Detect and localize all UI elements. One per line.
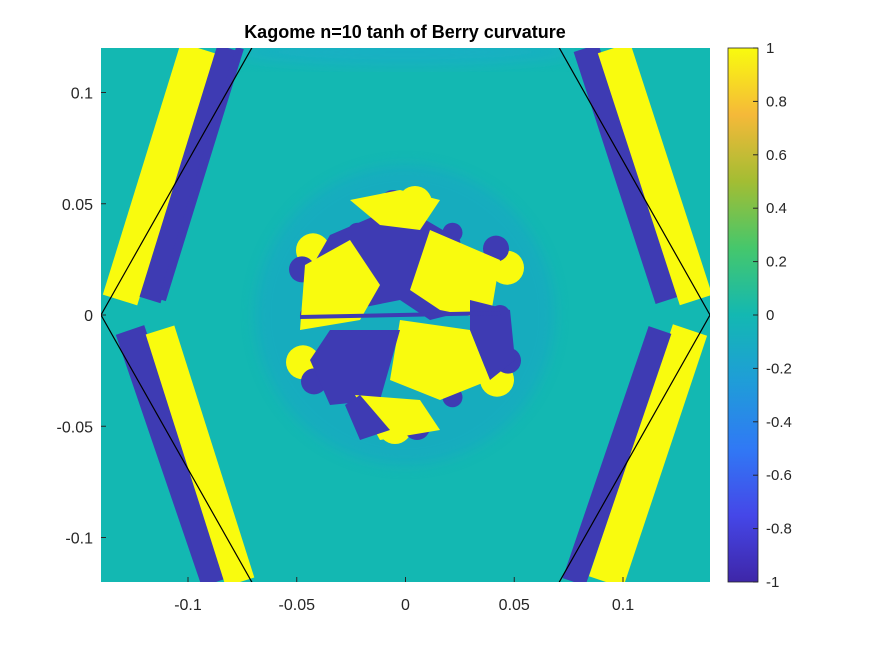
right-lower-bands (562, 324, 708, 582)
colorbar-tick-label: -0.6 (766, 467, 792, 484)
y-tick-label: 0 (84, 308, 93, 325)
colorbar-tick-label: 0 (766, 307, 774, 324)
x-tick-label: 0.1 (612, 597, 634, 614)
x-axis-ticks: -0.1 -0.05 0 0.05 0.1 (174, 577, 634, 614)
colorbar-tick-label: 0.8 (766, 93, 787, 110)
colorbar-ticks: 1 0.8 0.6 0.4 0.2 0 -0.2 -0.4 -0.6 -0.8 -1 (753, 40, 792, 591)
colorbar-tick-label: 0.6 (766, 147, 787, 164)
center-blob-yellow-1 (410, 230, 500, 320)
center-blob-dark-4 (345, 395, 390, 440)
x-tick-label: -0.1 (174, 597, 202, 614)
y-tick-label: -0.05 (57, 419, 94, 436)
y-axis-ticks: 0.1 0.05 0 -0.05 -0.1 (57, 86, 106, 548)
colorbar-tick-label: -0.4 (766, 414, 792, 431)
colorbar-tick-label: 0.4 (766, 200, 787, 217)
colorbar-tick-label: -1 (766, 574, 779, 591)
colorbar-tick-label: -0.2 (766, 360, 792, 377)
center-blob-yellow-2 (300, 240, 380, 330)
center-blob-yellow-4 (350, 190, 440, 230)
center-blob-dark-2 (310, 330, 400, 405)
right-upper-bands (573, 48, 710, 306)
edge-glow-top (235, 48, 575, 66)
y-tick-label: 0.1 (71, 86, 93, 103)
colorbar-tick-label: 1 (766, 40, 774, 57)
colorbar-tick-label: -0.8 (766, 521, 792, 538)
chart-title: Kagome n=10 tanh of Berry curvature (244, 22, 566, 42)
x-tick-label: 0 (401, 597, 410, 614)
left-lower-bands (115, 325, 255, 582)
center-blob-yellow-3 (390, 320, 490, 400)
center-blob-dark-3 (470, 300, 515, 380)
x-tick-label: -0.05 (279, 597, 316, 614)
x-tick-label: 0.05 (499, 597, 530, 614)
plot-area (101, 48, 710, 582)
petal-dark (483, 235, 509, 262)
y-tick-label: -0.1 (65, 531, 93, 548)
y-tick-label: 0.05 (62, 197, 93, 214)
colorbar-tick-label: 0.2 (766, 254, 787, 271)
central-pattern (255, 165, 555, 465)
center-dark-seam (299, 311, 501, 319)
